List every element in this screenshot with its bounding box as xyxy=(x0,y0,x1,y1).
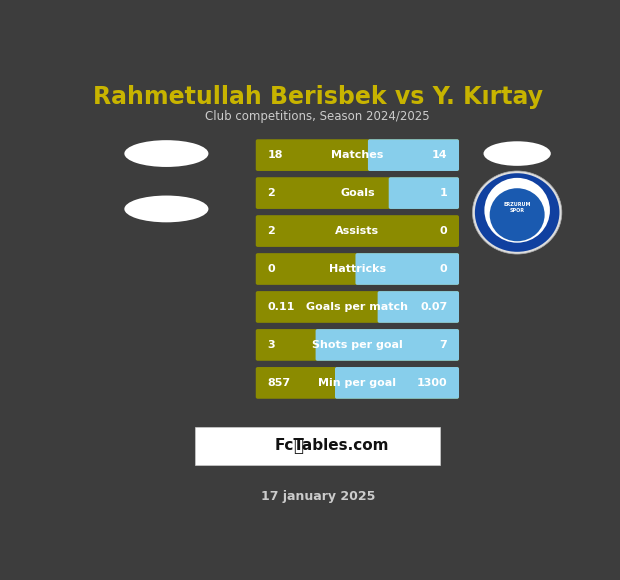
Ellipse shape xyxy=(490,188,544,241)
Text: Goals: Goals xyxy=(340,188,374,198)
Text: 18: 18 xyxy=(267,150,283,160)
Text: 1300: 1300 xyxy=(417,378,448,388)
Text: Shots per goal: Shots per goal xyxy=(312,340,403,350)
Text: 0: 0 xyxy=(267,264,275,274)
Text: 1: 1 xyxy=(440,188,448,198)
FancyBboxPatch shape xyxy=(256,329,459,361)
FancyBboxPatch shape xyxy=(195,427,440,465)
Text: Hattricks: Hattricks xyxy=(329,264,386,274)
Text: Assists: Assists xyxy=(335,226,379,236)
Ellipse shape xyxy=(484,142,551,166)
FancyBboxPatch shape xyxy=(355,253,459,285)
Text: 3: 3 xyxy=(267,340,275,350)
Ellipse shape xyxy=(125,195,208,222)
Ellipse shape xyxy=(484,178,550,242)
FancyBboxPatch shape xyxy=(368,139,459,171)
Text: 0: 0 xyxy=(440,226,448,236)
Text: 14: 14 xyxy=(432,150,448,160)
Text: Min per goal: Min per goal xyxy=(319,378,396,388)
Text: 2: 2 xyxy=(267,226,275,236)
FancyBboxPatch shape xyxy=(256,139,459,171)
Text: Club competitions, Season 2024/2025: Club competitions, Season 2024/2025 xyxy=(205,110,430,123)
Text: 0: 0 xyxy=(440,264,448,274)
FancyBboxPatch shape xyxy=(316,329,459,361)
Text: 2: 2 xyxy=(267,188,275,198)
Text: Rahmetullah Berisbek vs Y. Kırtay: Rahmetullah Berisbek vs Y. Kırtay xyxy=(93,85,542,109)
FancyBboxPatch shape xyxy=(389,177,459,209)
Text: 857: 857 xyxy=(267,378,290,388)
Text: 17 january 2025: 17 january 2025 xyxy=(260,490,375,503)
Text: ERZURUM: ERZURUM xyxy=(503,202,531,207)
FancyBboxPatch shape xyxy=(335,367,459,398)
Text: 7: 7 xyxy=(440,340,448,350)
Text: Goals per match: Goals per match xyxy=(306,302,409,312)
FancyBboxPatch shape xyxy=(256,177,459,209)
FancyBboxPatch shape xyxy=(256,253,459,285)
FancyBboxPatch shape xyxy=(378,291,459,323)
Text: FcTables.com: FcTables.com xyxy=(275,438,389,454)
Ellipse shape xyxy=(472,171,562,254)
Text: 0.11: 0.11 xyxy=(267,302,294,312)
Text: SPOR: SPOR xyxy=(510,208,525,213)
Text: 📊: 📊 xyxy=(293,437,304,455)
FancyBboxPatch shape xyxy=(256,367,459,398)
Ellipse shape xyxy=(125,140,208,167)
FancyBboxPatch shape xyxy=(256,291,459,323)
Ellipse shape xyxy=(475,173,559,252)
Text: 0.07: 0.07 xyxy=(420,302,448,312)
Text: Matches: Matches xyxy=(331,150,384,160)
FancyBboxPatch shape xyxy=(256,215,459,247)
